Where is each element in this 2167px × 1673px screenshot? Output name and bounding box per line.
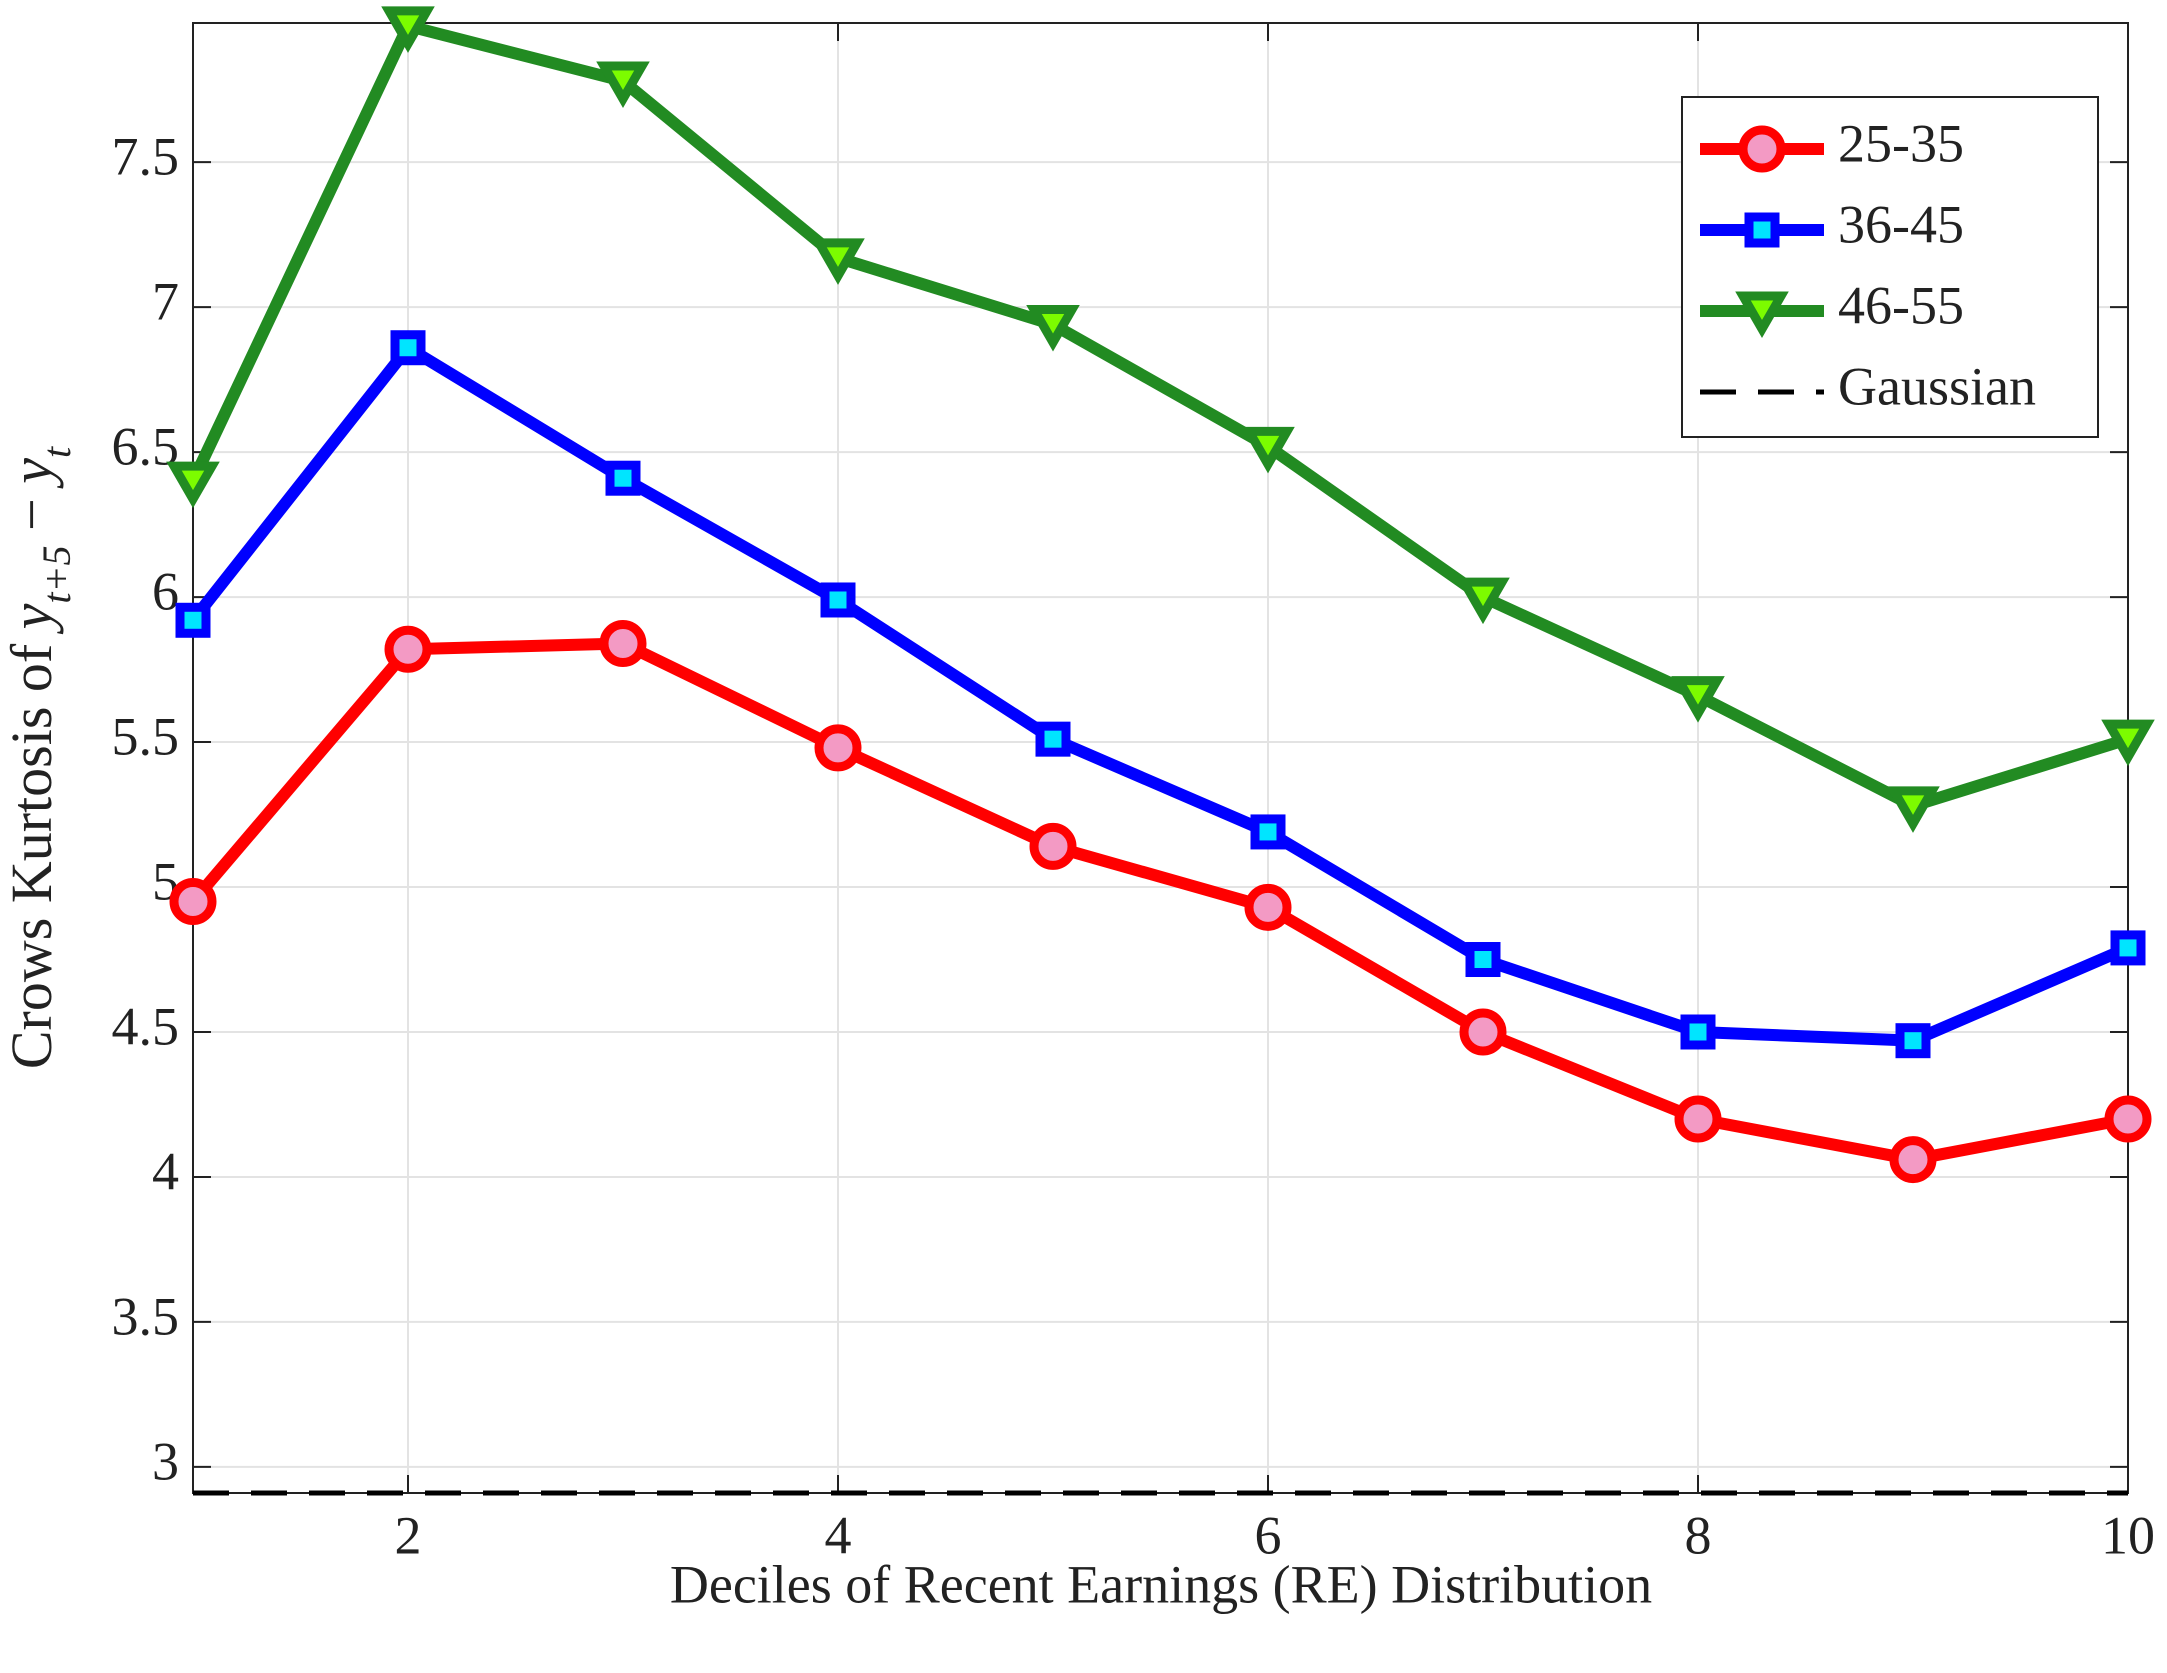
point xyxy=(381,6,435,53)
point xyxy=(1680,1014,1716,1050)
y-label-var: y xyxy=(0,458,64,489)
point xyxy=(599,619,647,667)
legend-marker xyxy=(1735,291,1789,339)
legend-marker xyxy=(1744,212,1780,248)
y-label-op: − xyxy=(0,484,64,546)
point xyxy=(605,460,641,496)
y-tick-label: 5.5 xyxy=(112,706,180,766)
point xyxy=(1250,814,1286,850)
x-axis-label: Deciles of Recent Earnings (RE) Distribu… xyxy=(670,1554,1652,1614)
point xyxy=(1035,721,1071,757)
y-tick-label: 6 xyxy=(152,561,179,621)
point xyxy=(166,461,220,509)
series-line xyxy=(188,637,2130,1166)
point xyxy=(390,330,426,366)
point xyxy=(1241,426,1295,474)
point xyxy=(2104,1095,2152,1143)
legend-marker xyxy=(1738,125,1786,173)
y-axis-label: Crows Kurtosis of yt+5 − yt xyxy=(0,446,79,1069)
point xyxy=(1671,676,1725,723)
point xyxy=(1026,305,1080,352)
y-tick-label: 4 xyxy=(152,1141,179,1201)
x-tick-label: 10 xyxy=(2101,1505,2155,1565)
point xyxy=(384,625,432,673)
point xyxy=(1456,577,1510,625)
legend-label: 36-45 xyxy=(1838,194,1964,254)
x-tick-label: 8 xyxy=(1685,1505,1712,1565)
point xyxy=(169,878,217,926)
point xyxy=(820,582,856,618)
point xyxy=(596,61,650,109)
x-tick-label: 2 xyxy=(395,1505,422,1565)
y-tick-label: 7 xyxy=(152,272,179,332)
point xyxy=(175,602,211,638)
point xyxy=(1465,942,1501,978)
series-line xyxy=(188,341,2131,1047)
point xyxy=(1459,1008,1507,1056)
legend-label: 25-35 xyxy=(1838,113,1964,173)
point xyxy=(1674,1095,1722,1143)
y-tick-label: 3 xyxy=(152,1431,179,1491)
y-tick-label: 6.5 xyxy=(112,417,180,477)
y-label-sub: t xyxy=(34,446,79,458)
y-tick-label: 3.5 xyxy=(112,1286,180,1346)
series-line xyxy=(187,19,2130,812)
point xyxy=(814,724,862,772)
y-label-text: Crows Kurtosis of xyxy=(0,629,64,1069)
y-tick-label: 4.5 xyxy=(112,996,180,1056)
y-tick-label: 7.5 xyxy=(112,127,180,187)
y-label-sub: t+5 xyxy=(34,545,79,603)
legend-label: 46-55 xyxy=(1838,275,1964,335)
point xyxy=(2101,719,2155,767)
y-label-var: y xyxy=(0,603,64,634)
point xyxy=(1244,883,1292,931)
point xyxy=(1029,822,1077,870)
point xyxy=(1895,1023,1931,1059)
point xyxy=(811,238,865,285)
x-tick-label: 6 xyxy=(1255,1505,1282,1565)
point xyxy=(1889,1136,1937,1184)
legend-label: Gaussian xyxy=(1838,356,2036,416)
point xyxy=(1886,786,1940,833)
point xyxy=(2110,930,2146,966)
x-tick-label: 4 xyxy=(825,1505,852,1565)
